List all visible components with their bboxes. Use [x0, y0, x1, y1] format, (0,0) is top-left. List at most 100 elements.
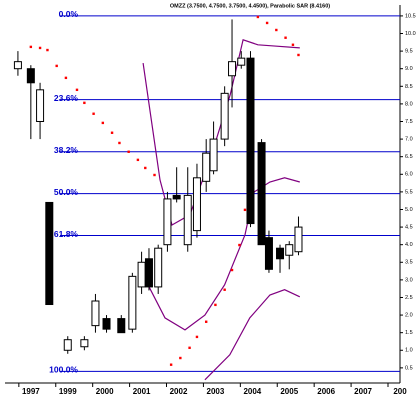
candle-body	[246, 57, 255, 225]
sar-dot	[188, 346, 191, 350]
fib-label: 38.2%	[54, 145, 79, 155]
candle-body	[257, 142, 266, 246]
candle-body	[117, 318, 126, 334]
sar-dot	[265, 21, 269, 25]
sar-dot	[92, 112, 95, 115]
sar-dot	[127, 150, 130, 153]
x-tick-label: 2005	[280, 387, 298, 396]
sar-dot	[38, 46, 42, 50]
sar-dot	[223, 288, 226, 291]
x-tick-label: 200	[393, 387, 407, 396]
candle-body	[183, 194, 192, 246]
x-tick-label: 2003	[207, 387, 225, 396]
candle-body	[137, 261, 146, 288]
y-tick-label: 6.0	[405, 172, 413, 178]
y-tick-label: 7.0	[405, 137, 413, 143]
sar-dot	[118, 141, 121, 145]
candle-body	[285, 244, 294, 256]
y-tick-label: 3.5	[405, 260, 413, 266]
sar-dot	[75, 88, 79, 92]
y-tick-label: 9.0	[405, 66, 413, 72]
sar-dot	[169, 363, 173, 366]
sar-dot	[29, 45, 33, 49]
x-tick-label: 2002	[170, 387, 188, 396]
y-tick-label: 4.0	[405, 242, 413, 248]
sar-dot	[291, 43, 295, 46]
y-tick-label: 0.5	[405, 365, 413, 371]
x-tick-label: 2001	[133, 387, 151, 396]
sar-dot	[297, 53, 300, 57]
y-tick-label: 7.5	[405, 119, 413, 125]
sar-dot	[230, 268, 234, 272]
x-tick-label: 1999	[59, 387, 77, 396]
sar-dot	[238, 243, 241, 247]
candle-body	[172, 194, 181, 200]
fib-label: 50.0%	[54, 187, 79, 197]
candle-body	[276, 247, 285, 260]
candle-body	[228, 61, 237, 77]
y-tick-label: 8.5	[405, 84, 413, 90]
sar-dot	[46, 48, 49, 52]
y-tick-label: 4.5	[405, 225, 413, 231]
y-tick-label: 10.0	[405, 31, 416, 37]
candle-body	[128, 275, 137, 330]
candle-body	[80, 339, 89, 348]
y-tick-label: 1.0	[405, 348, 413, 354]
y-tick-label: 10.5	[405, 13, 416, 19]
y-tick-label: 8.0	[405, 101, 413, 107]
candle-body	[144, 258, 153, 288]
sar-dot	[110, 131, 114, 134]
x-tick-label: 2000	[96, 387, 114, 396]
y-tick-label: 5.0	[405, 207, 413, 213]
chart-title: OMZZ (3.7500, 4.7500, 3.7500, 4.4500), P…	[170, 3, 330, 9]
candle-body	[163, 198, 172, 246]
sar-dot	[256, 15, 260, 19]
x-tick-label: 2004	[243, 387, 261, 396]
sar-dot	[195, 335, 199, 339]
sar-dot	[284, 36, 287, 39]
candle-body	[102, 318, 111, 330]
x-tick-label: 1997	[22, 387, 40, 396]
candle-body	[36, 89, 45, 122]
candle-body	[237, 57, 246, 66]
sar-dot	[136, 158, 140, 162]
fib-label: 100.0%	[49, 365, 78, 375]
sar-dot	[101, 121, 105, 125]
band-line	[147, 177, 300, 331]
sar-dot	[204, 320, 208, 323]
sar-dot	[55, 64, 58, 68]
candle-body	[264, 237, 273, 270]
y-tick-label: 5.5	[405, 189, 413, 195]
sar-dot	[243, 208, 247, 212]
x-tick-label: 2007	[354, 387, 372, 396]
candle-body	[192, 177, 201, 232]
candle-body	[63, 339, 72, 351]
candle-body	[220, 92, 229, 140]
y-tick-label: 2.0	[405, 313, 413, 319]
sar-dot	[179, 356, 182, 360]
candle-body	[26, 68, 35, 84]
candle-body	[294, 226, 303, 253]
fib-label: 0.0%	[59, 9, 79, 19]
fib-label: 61.8%	[54, 229, 79, 239]
sar-dot	[64, 76, 68, 80]
sar-dot	[214, 303, 217, 307]
x-tick-label: 2006	[317, 387, 335, 396]
y-tick-label: 6.5	[405, 154, 413, 160]
candle-body	[209, 138, 218, 172]
candle-body	[154, 247, 163, 288]
y-tick-label: 1.5	[405, 330, 413, 336]
band-line	[204, 289, 301, 381]
y-tick-label: 3.0	[405, 277, 413, 283]
sar-dot	[153, 173, 156, 177]
fib-label: 23.6%	[54, 93, 79, 103]
candle-body	[45, 201, 54, 306]
candle-body	[202, 152, 211, 182]
candle-body	[13, 61, 22, 70]
y-tick-label: 2.5	[405, 295, 413, 301]
sar-dot	[275, 28, 278, 32]
y-tick-label: 9.5	[405, 49, 413, 55]
sar-dot	[144, 166, 147, 170]
